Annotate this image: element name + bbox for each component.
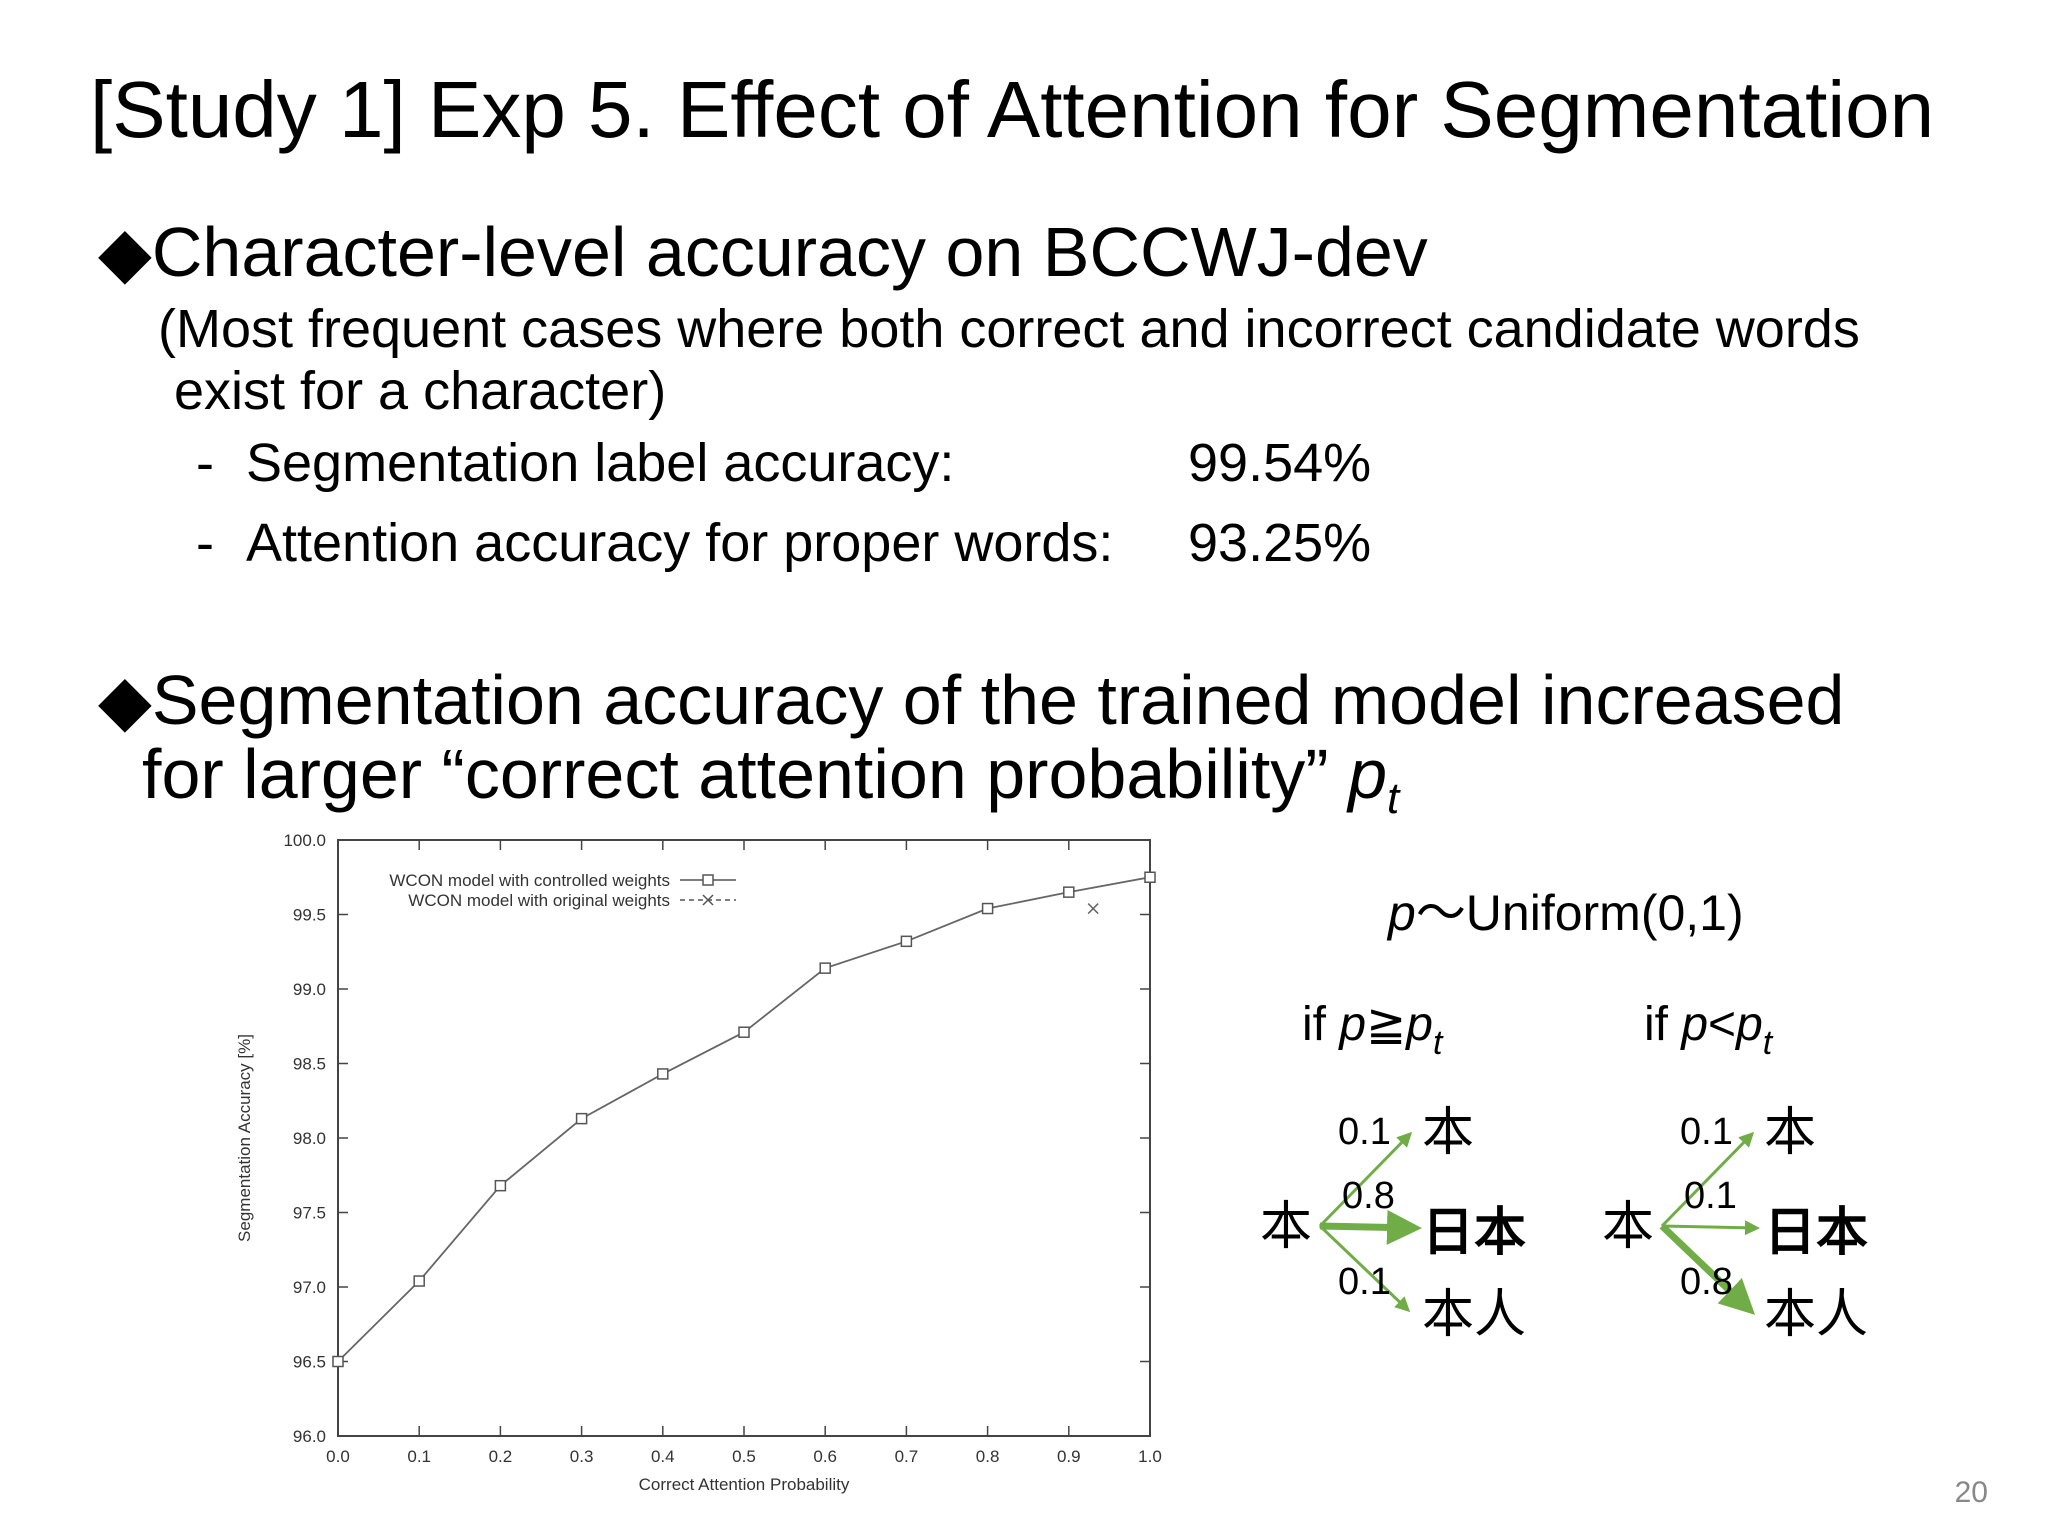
sub-item-1-label: Segmentation label accuracy: bbox=[246, 433, 955, 493]
bullet-2: ◆Segmentation accuracy of the trained mo… bbox=[98, 662, 1845, 738]
bullet-2-line-2-text: for larger “correct attention probabilit… bbox=[142, 735, 1349, 813]
left-target-1: 日本 bbox=[1422, 1204, 1526, 1262]
left-weight-1: 0.8 bbox=[1342, 1175, 1395, 1217]
left-arrow-0 bbox=[1318, 1131, 1413, 1228]
left-arrow-1 bbox=[1319, 1209, 1422, 1245]
distribution-label: 〜Uniform(0,1) bbox=[1416, 885, 1744, 941]
y-tick-label: 99.0 bbox=[293, 980, 326, 999]
left-cond-if: if bbox=[1302, 998, 1339, 1051]
data-point-square bbox=[981, 902, 994, 915]
legend-marker-square bbox=[702, 874, 714, 886]
y-tick-label: 96.0 bbox=[293, 1427, 326, 1446]
right-weight-1: 0.1 bbox=[1684, 1175, 1737, 1217]
legend-marker-x bbox=[702, 894, 714, 906]
y-tick-label: 96.5 bbox=[293, 1353, 326, 1372]
accuracy-line-chart: 0.0 0.1 0.2 0.3 0.4 0.5 0.6 0.7 0.8 0.9 1.0 96.0 96.… bbox=[235, 831, 1162, 1494]
right-target-0: 本 bbox=[1764, 1104, 1816, 1162]
right-arrow-2 bbox=[1659, 1223, 1756, 1315]
x-tick-label: 0.8 bbox=[976, 1447, 1000, 1466]
distribution-text: p〜Uniform(0,1) bbox=[1386, 885, 1744, 941]
sub-item-1: - Segmentation label accuracy: bbox=[196, 432, 954, 494]
right-source-char: 本 bbox=[1602, 1198, 1654, 1256]
right-target-1: 日本 bbox=[1764, 1204, 1868, 1262]
x-tick-label: 0.5 bbox=[732, 1447, 756, 1466]
y-tick-label: 99.5 bbox=[293, 906, 326, 925]
x-tick-label: 0.4 bbox=[651, 1447, 675, 1466]
y-tick-label: 97.0 bbox=[293, 1278, 326, 1297]
x-tick-label: 1.0 bbox=[1138, 1447, 1162, 1466]
data-point-square bbox=[657, 1068, 669, 1080]
data-point-square bbox=[900, 935, 913, 948]
left-condition: if p≧pt bbox=[1302, 998, 1444, 1062]
right-weight-0: 0.1 bbox=[1680, 1111, 1733, 1153]
right-cond-sub: t bbox=[1763, 1024, 1774, 1062]
left-arrow-2 bbox=[1318, 1224, 1411, 1313]
left-cond-p: p bbox=[1337, 998, 1366, 1051]
variable-p: p bbox=[1348, 735, 1388, 813]
left-weight-2: 0.1 bbox=[1338, 1261, 1391, 1303]
right-weight-2: 0.8 bbox=[1680, 1261, 1733, 1303]
bullet-1-note-line-2: exist for a character) bbox=[174, 361, 667, 421]
page-number: 20 bbox=[1954, 1476, 1988, 1509]
left-target-0: 本 bbox=[1422, 1104, 1474, 1162]
x-tick-label: 0.2 bbox=[489, 1447, 513, 1466]
plot-frame bbox=[337, 839, 1151, 1437]
legend-entry-original: WCON model with original weights bbox=[408, 891, 670, 910]
right-target-2: 本人 bbox=[1764, 1286, 1868, 1344]
sub-item-2-label: Attention accuracy for proper words: bbox=[246, 513, 1114, 573]
bullet-1-note-line-1: (Most frequent cases where both correct … bbox=[158, 299, 1860, 359]
bullet-2-line-2: for larger “correct attention probabilit… bbox=[142, 736, 1399, 837]
data-point-square bbox=[1063, 886, 1075, 898]
data-point-square bbox=[494, 1179, 507, 1192]
y-tick-label: 100.0 bbox=[283, 831, 326, 850]
diamond-bullet-icon: ◆ bbox=[98, 661, 152, 739]
series-controlled-line bbox=[337, 876, 1151, 1363]
variable-subscript: t bbox=[1387, 774, 1400, 823]
left-target-2: 本人 bbox=[1422, 1286, 1526, 1344]
x-tick-label: 0.9 bbox=[1057, 1447, 1081, 1466]
y-axis-label: Segmentation Accuracy [%] bbox=[235, 1034, 254, 1242]
legend-entry-controlled: WCON model with controlled weights bbox=[389, 871, 670, 890]
left-cond-sub: t bbox=[1433, 1024, 1444, 1062]
right-cond-pt: p bbox=[1734, 998, 1763, 1051]
bullet-1-text: Character-level accuracy on BCCWJ-dev bbox=[151, 213, 1428, 291]
data-point-square bbox=[575, 1112, 588, 1125]
left-weight-0: 0.1 bbox=[1338, 1111, 1391, 1153]
x-tick-label: 0.1 bbox=[407, 1447, 431, 1466]
data-point-square bbox=[332, 1355, 344, 1368]
y-tick-label: 97.5 bbox=[293, 1204, 326, 1223]
sub-item-1-value: 99.54% bbox=[1188, 433, 1372, 493]
left-cond-pt: p bbox=[1404, 998, 1433, 1051]
right-cond-if: if bbox=[1644, 998, 1681, 1051]
dash-marker: - bbox=[196, 513, 214, 573]
slide-title: [Study 1] Exp 5. Effect of Attention for… bbox=[90, 65, 1935, 154]
data-point-square bbox=[819, 962, 831, 974]
data-point-square bbox=[1144, 871, 1156, 883]
y-tick-label: 98.5 bbox=[293, 1055, 326, 1074]
sub-item-2: - Attention accuracy for proper words: bbox=[196, 512, 1113, 574]
x-tick-label: 0.7 bbox=[895, 1447, 919, 1466]
diamond-bullet-icon: ◆ bbox=[98, 213, 152, 291]
right-cond-p: p bbox=[1679, 998, 1708, 1051]
x-tick-label: 0.3 bbox=[570, 1447, 594, 1466]
x-tick-label: 0.0 bbox=[326, 1447, 350, 1466]
bullet-2-line-1: Segmentation accuracy of the trained mod… bbox=[151, 661, 1845, 739]
x-tick-label: 0.6 bbox=[813, 1447, 837, 1466]
left-source-char: 本 bbox=[1260, 1198, 1312, 1256]
data-point-square bbox=[738, 1026, 750, 1038]
distribution-var: p bbox=[1386, 885, 1416, 941]
right-arrow-1 bbox=[1661, 1220, 1760, 1236]
sub-item-2-value: 93.25% bbox=[1188, 513, 1372, 573]
x-axis-label: Correct Attention Probability bbox=[639, 1475, 850, 1494]
left-cond-op: ≧ bbox=[1366, 998, 1406, 1051]
data-point-x bbox=[1087, 903, 1099, 915]
dash-marker: - bbox=[196, 433, 214, 493]
right-arrow-0 bbox=[1660, 1131, 1755, 1228]
bullet-1: ◆Character-level accuracy on BCCWJ-dev bbox=[98, 212, 1428, 292]
data-point-square bbox=[413, 1275, 425, 1287]
right-cond-op: < bbox=[1708, 998, 1736, 1051]
right-condition: if p<pt bbox=[1644, 998, 1774, 1062]
y-tick-label: 98.0 bbox=[293, 1129, 326, 1148]
